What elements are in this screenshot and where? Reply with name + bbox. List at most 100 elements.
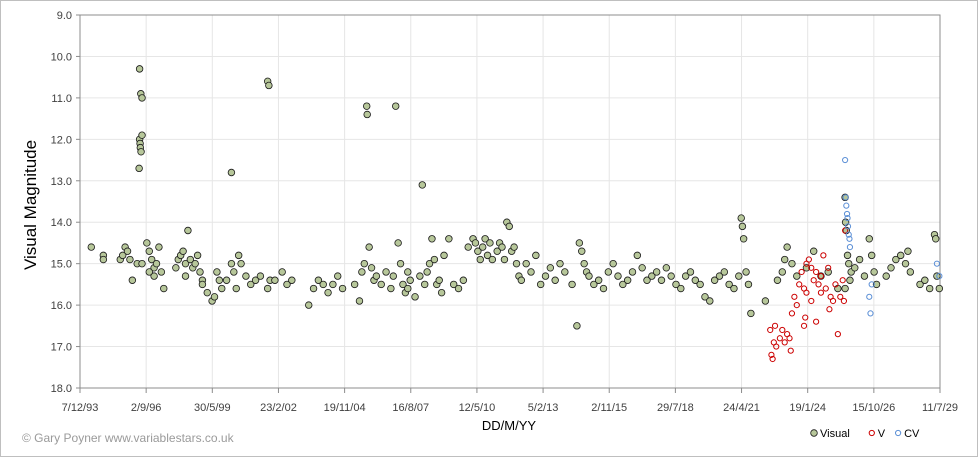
visual-point xyxy=(181,259,190,268)
visual-point xyxy=(773,276,782,284)
x-tick-label: 2/9/96 xyxy=(131,402,162,414)
v-point xyxy=(771,322,779,329)
visual-point xyxy=(191,259,199,268)
y-axis-title: Visual Magnitude xyxy=(21,140,40,270)
v-point xyxy=(817,273,825,280)
visual-point xyxy=(87,243,95,251)
visual-point xyxy=(230,268,238,276)
visual-point xyxy=(783,243,791,251)
v-point xyxy=(817,289,825,296)
v-point xyxy=(776,335,783,342)
grid-lines xyxy=(80,14,940,389)
visual-point xyxy=(781,255,789,264)
visual-point xyxy=(512,259,521,268)
visual-point xyxy=(720,268,729,276)
v-point xyxy=(825,264,832,271)
visual-point xyxy=(599,284,608,293)
y-tick-label: 17.0 xyxy=(51,342,72,354)
plot-area xyxy=(79,14,941,389)
visual-point xyxy=(232,284,240,293)
visual-point xyxy=(247,280,255,289)
visual-point xyxy=(440,251,448,260)
x-tick-label: 24/4/21 xyxy=(723,402,760,414)
cv-point xyxy=(842,194,849,201)
v-point xyxy=(768,351,775,358)
visual-point xyxy=(309,284,318,293)
visual-point xyxy=(143,239,151,247)
visual-point xyxy=(186,255,195,264)
visual-point xyxy=(652,268,661,276)
visual-point xyxy=(445,235,453,243)
v-point xyxy=(798,268,805,276)
visual-point xyxy=(213,268,221,276)
visual-point xyxy=(742,268,750,276)
visual-point xyxy=(152,259,161,268)
v-point xyxy=(834,331,841,338)
cv-point xyxy=(842,156,849,164)
visual-point xyxy=(196,268,204,276)
visual-point xyxy=(892,255,900,264)
visual-point xyxy=(454,284,463,293)
visual-point xyxy=(505,222,513,231)
x-tick-label: 16/8/07 xyxy=(392,402,429,414)
y-axis: 9.0 10.0 11.0 12.0 13.0 14.0 15.0 16.0 17.0 18.0 xyxy=(51,10,80,395)
visual-point xyxy=(203,288,211,297)
visual-point xyxy=(855,255,864,264)
visual-point xyxy=(242,272,250,280)
x-tick-label: 15/10/26 xyxy=(852,402,895,414)
visual-point xyxy=(406,276,414,284)
visual-point xyxy=(594,276,603,284)
visual-point xyxy=(865,235,873,243)
visual-point xyxy=(701,293,709,301)
visual-point xyxy=(845,259,853,268)
visual-point xyxy=(387,284,395,293)
visual-point xyxy=(399,280,407,289)
visual-point xyxy=(573,322,581,330)
visual-point xyxy=(667,272,675,280)
x-tick-label: 19/1/24 xyxy=(789,402,826,414)
v-point xyxy=(810,277,817,284)
x-tick-label: 11/7/29 xyxy=(922,402,958,414)
visual-point xyxy=(459,276,468,284)
visual-point xyxy=(725,280,733,289)
visual-point xyxy=(737,214,745,222)
visual-point xyxy=(488,255,497,264)
v-point xyxy=(822,285,829,292)
visual-point xyxy=(556,259,564,268)
visual-point xyxy=(350,280,359,289)
v-point xyxy=(820,252,827,259)
visual-point xyxy=(421,280,429,289)
visual-point xyxy=(411,293,419,301)
visual-point xyxy=(590,280,598,289)
visual-point xyxy=(896,251,905,260)
y-tick-label: 18.0 xyxy=(51,383,72,395)
legend-label-cv: CV xyxy=(904,428,920,440)
visual-point xyxy=(193,251,202,260)
visual-point xyxy=(628,268,637,276)
v-point xyxy=(791,293,798,300)
visual-point xyxy=(901,259,910,268)
visual-point xyxy=(150,272,158,280)
visual-point xyxy=(483,251,492,260)
visual-point xyxy=(735,272,743,280)
v-point xyxy=(837,293,844,300)
visual-point xyxy=(536,280,545,289)
visual-point xyxy=(181,272,190,280)
visual-point xyxy=(138,131,146,139)
visual-point xyxy=(677,284,685,293)
legend-marker-cv xyxy=(895,429,902,437)
v-point xyxy=(826,306,833,313)
visual-point xyxy=(738,222,747,231)
visual-point xyxy=(329,280,337,289)
visual-point xyxy=(551,276,559,284)
visual-point xyxy=(541,272,550,280)
visual-point xyxy=(135,65,144,73)
visual-point xyxy=(681,272,690,280)
cv-point xyxy=(867,310,874,317)
visual-point xyxy=(437,288,446,297)
y-tick-label: 15.0 xyxy=(51,259,72,271)
v-point xyxy=(815,281,822,288)
visual-point xyxy=(638,264,646,272)
y-tick-label: 11.0 xyxy=(51,93,72,105)
